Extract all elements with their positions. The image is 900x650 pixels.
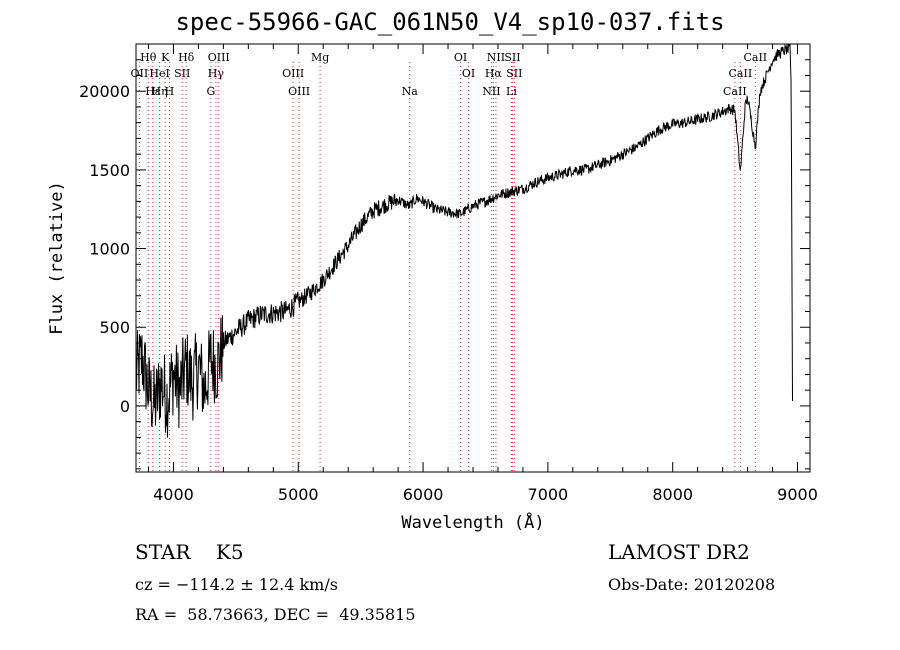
spectral-line-label: SII xyxy=(504,51,520,64)
y-axis-label: Flux (relative) xyxy=(47,181,67,335)
coordinates: RA = 58.73663, DEC = 49.35815 xyxy=(135,605,416,624)
spectral-line-label: G xyxy=(206,85,215,98)
spectral-line-label: OII xyxy=(131,67,149,80)
y-tick-label: 1500 xyxy=(89,161,130,180)
observation-date: Obs-Date: 20120208 xyxy=(608,575,776,594)
spectral-line-label: CaII xyxy=(743,51,767,64)
y-axis-ticks: 0 500 1000 1500 20000 xyxy=(79,43,810,470)
x-tick-label: 4000 xyxy=(153,485,194,504)
x-axis-ticks: 4000 5000 6000 7000 8000 9000 xyxy=(147,44,818,504)
chart-title: spec-55966-GAC_061N50_V4_sp10-037.fits xyxy=(175,8,725,36)
redshift-value: cz = −114.2 ± 12.4 km/s xyxy=(135,575,338,594)
spectral-line-label: Hε xyxy=(145,85,161,98)
spectral-line-label: Hγ xyxy=(208,67,225,80)
spectral-line-label: OIII xyxy=(208,51,230,64)
spectrum-series-line xyxy=(135,43,793,438)
spectral-line-label: Hα xyxy=(485,67,503,80)
spectral-line-label: CaII xyxy=(723,85,747,98)
x-tick-label: 7000 xyxy=(528,485,569,504)
x-tick-label: 8000 xyxy=(652,485,693,504)
spectral-line-label: OIII xyxy=(282,67,304,80)
spectral-line-label: OI xyxy=(454,51,467,64)
y-tick-label: 500 xyxy=(99,318,130,337)
plot-frame xyxy=(135,43,811,473)
spectral-line-label: CaII xyxy=(729,67,753,80)
spectral-line-label: Hη xyxy=(151,85,167,98)
spectral-line-label: HeI xyxy=(149,67,169,80)
spectral-line-label: Hδ xyxy=(178,51,195,64)
spectral-line-label: SII xyxy=(506,67,522,80)
spectral-line-label: H xyxy=(165,85,175,98)
spectral-line-label: NII xyxy=(487,51,505,64)
y-tick-label: 20000 xyxy=(79,82,130,101)
spectral-line-label: Na xyxy=(402,85,419,98)
spectral-line-markers xyxy=(138,62,756,472)
spectral-line-label: Mg xyxy=(311,51,329,64)
x-tick-label: 6000 xyxy=(403,485,444,504)
y-tick-label: 0 xyxy=(120,397,130,416)
spectral-line-label: Hθ xyxy=(140,51,157,64)
object-class: STAR K5 xyxy=(135,540,244,564)
spectral-line-label: Li xyxy=(506,85,517,98)
x-tick-label: 9000 xyxy=(777,485,818,504)
spectral-line-label: K xyxy=(161,51,170,64)
x-tick-label: 5000 xyxy=(278,485,319,504)
spectral-line-label: OIII xyxy=(288,85,310,98)
spectral-line-label: SII xyxy=(174,67,190,80)
spectral-line-label: OI xyxy=(462,67,475,80)
y-tick-label: 1000 xyxy=(89,240,130,259)
survey-name: LAMOST DR2 xyxy=(608,540,750,564)
x-axis-label: Wavelength (Å) xyxy=(401,511,544,533)
spectral-line-label: NII xyxy=(482,85,500,98)
